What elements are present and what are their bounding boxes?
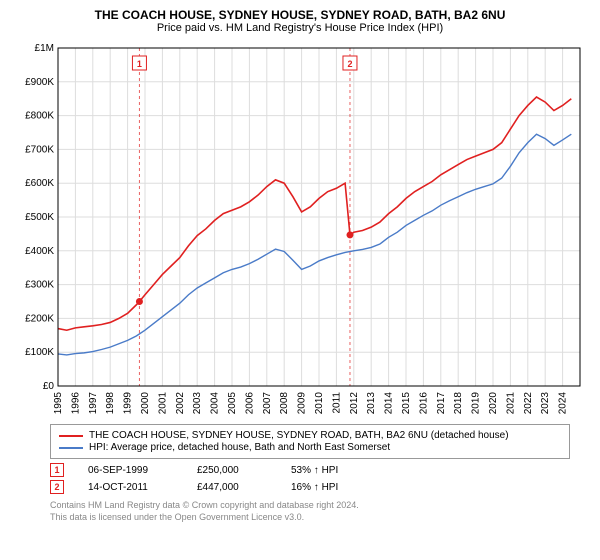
chart-title: THE COACH HOUSE, SYDNEY HOUSE, SYDNEY RO… (10, 8, 590, 22)
footer-line: This data is licensed under the Open Gov… (50, 512, 590, 524)
transaction-date: 14-OCT-2011 (88, 482, 173, 493)
legend-item: THE COACH HOUSE, SYDNEY HOUSE, SYDNEY RO… (59, 430, 561, 441)
svg-text:1: 1 (137, 59, 142, 69)
transaction-delta: 16% ↑ HPI (291, 482, 338, 493)
svg-text:£400K: £400K (25, 246, 54, 257)
transaction-price: £250,000 (197, 465, 267, 476)
svg-text:£500K: £500K (25, 212, 54, 223)
svg-text:2015: 2015 (401, 392, 412, 415)
svg-text:1996: 1996 (70, 392, 81, 415)
chart-subtitle: Price paid vs. HM Land Registry's House … (10, 22, 590, 34)
legend-item: HPI: Average price, detached house, Bath… (59, 442, 561, 453)
svg-text:2007: 2007 (262, 392, 273, 415)
svg-text:£100K: £100K (25, 347, 54, 358)
svg-text:£900K: £900K (25, 77, 54, 88)
legend-swatch (59, 447, 83, 449)
svg-text:2014: 2014 (384, 392, 395, 415)
svg-text:£1M: £1M (35, 43, 54, 54)
legend-swatch (59, 435, 83, 437)
svg-text:2022: 2022 (523, 392, 534, 415)
legend-label: HPI: Average price, detached house, Bath… (89, 442, 390, 453)
page: THE COACH HOUSE, SYDNEY HOUSE, SYDNEY RO… (0, 0, 600, 560)
transaction-marker: 2 (50, 480, 64, 494)
svg-text:£700K: £700K (25, 144, 54, 155)
svg-text:2001: 2001 (157, 392, 168, 415)
svg-text:2010: 2010 (314, 392, 325, 415)
legend: THE COACH HOUSE, SYDNEY HOUSE, SYDNEY RO… (50, 424, 570, 459)
svg-text:2008: 2008 (279, 392, 290, 415)
svg-text:£600K: £600K (25, 178, 54, 189)
svg-text:1997: 1997 (88, 392, 99, 415)
transactions-table: 1 06-SEP-1999 £250,000 53% ↑ HPI 2 14-OC… (50, 463, 590, 494)
svg-text:2012: 2012 (349, 392, 360, 415)
transaction-row: 1 06-SEP-1999 £250,000 53% ↑ HPI (50, 463, 590, 477)
svg-text:2013: 2013 (366, 392, 377, 415)
transaction-row: 2 14-OCT-2011 £447,000 16% ↑ HPI (50, 480, 590, 494)
svg-text:1995: 1995 (53, 392, 64, 415)
footer: Contains HM Land Registry data © Crown c… (50, 500, 590, 523)
svg-text:£300K: £300K (25, 280, 54, 291)
svg-text:2: 2 (347, 59, 352, 69)
svg-text:2017: 2017 (436, 392, 447, 415)
svg-text:2016: 2016 (418, 392, 429, 415)
svg-text:2011: 2011 (331, 392, 342, 414)
footer-line: Contains HM Land Registry data © Crown c… (50, 500, 590, 512)
line-chart: £0 £100K £200K £300K £400K £500K £600K £700K £80… (10, 38, 590, 418)
svg-text:2020: 2020 (488, 392, 499, 415)
svg-text:2006: 2006 (244, 392, 255, 415)
marker-num: 2 (54, 482, 59, 492)
svg-text:2021: 2021 (505, 392, 516, 415)
svg-text:£0: £0 (43, 381, 55, 392)
svg-text:2000: 2000 (140, 392, 151, 415)
svg-text:£200K: £200K (25, 313, 54, 324)
svg-text:2018: 2018 (453, 392, 464, 415)
svg-text:1998: 1998 (105, 392, 116, 415)
svg-text:2023: 2023 (540, 392, 551, 415)
svg-text:2004: 2004 (210, 392, 221, 415)
svg-text:£800K: £800K (25, 111, 54, 122)
svg-text:2019: 2019 (471, 392, 482, 415)
svg-text:2005: 2005 (227, 392, 238, 415)
transaction-price: £447,000 (197, 482, 267, 493)
transaction-delta: 53% ↑ HPI (291, 465, 338, 476)
svg-text:2002: 2002 (175, 392, 186, 415)
svg-text:2003: 2003 (192, 392, 203, 415)
transaction-marker: 1 (50, 463, 64, 477)
svg-text:2024: 2024 (558, 392, 569, 415)
legend-label: THE COACH HOUSE, SYDNEY HOUSE, SYDNEY RO… (89, 430, 509, 441)
transaction-date: 06-SEP-1999 (88, 465, 173, 476)
svg-text:1999: 1999 (123, 392, 134, 415)
svg-text:2009: 2009 (297, 392, 308, 415)
marker-num: 1 (54, 465, 59, 475)
